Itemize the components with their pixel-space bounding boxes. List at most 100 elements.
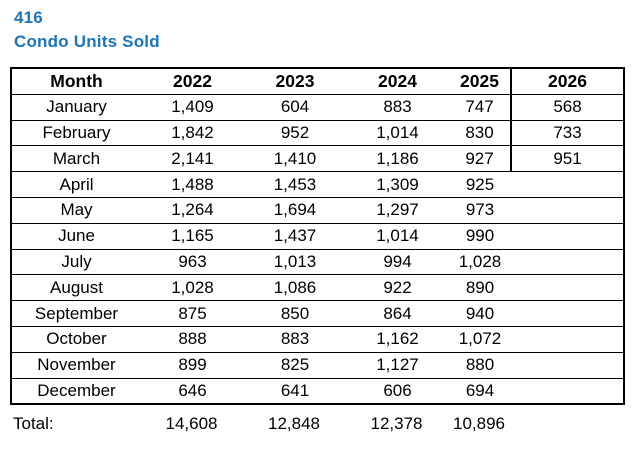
month-cell: December: [11, 378, 141, 405]
table-row-january: January 1,409 604 883 747 568: [11, 94, 624, 121]
table-row-november: November 899 825 1,127 880: [11, 352, 624, 379]
value-cell: 733: [510, 120, 624, 147]
value-cell: 927: [449, 145, 511, 173]
table-header-row: Month 2022 2023 2024 2025 2026: [11, 68, 624, 95]
value-cell: [511, 171, 624, 198]
month-cell: October: [11, 326, 141, 353]
value-cell: 883: [346, 94, 449, 121]
value-cell: 1,842: [141, 120, 244, 147]
value-cell: 1,013: [244, 249, 346, 276]
value-cell: [511, 352, 624, 379]
value-cell: [511, 326, 624, 353]
month-cell: August: [11, 274, 141, 302]
condo-units-table: Month 2022 2023 2024 2025 2026 January 1,409 60…: [10, 67, 625, 406]
value-cell: 890: [449, 274, 511, 302]
value-cell: [511, 223, 624, 250]
column-header-2023: 2023: [244, 68, 346, 95]
month-cell: July: [11, 249, 141, 276]
value-cell: 2,141: [141, 145, 244, 173]
month-cell: November: [11, 352, 141, 379]
value-cell: 864: [346, 300, 449, 327]
column-header-2026: 2026: [510, 68, 624, 95]
column-header-month: Month: [11, 68, 141, 95]
value-cell: 1,488: [141, 171, 244, 198]
value-cell: 1,410: [244, 145, 346, 173]
value-cell: 880: [449, 352, 511, 379]
value-cell: 990: [449, 223, 511, 250]
value-cell: 875: [141, 300, 244, 327]
month-cell: March: [11, 145, 141, 173]
value-cell: 830: [449, 120, 511, 147]
value-cell: [511, 249, 624, 276]
value-cell: 1,014: [346, 223, 449, 250]
month-cell: June: [11, 223, 141, 250]
value-cell: 1,072: [449, 326, 511, 353]
column-header-2025: 2025: [449, 68, 511, 95]
month-cell: May: [11, 197, 141, 224]
table-row-september: September 875 850 864 940: [11, 300, 624, 327]
table-row-june: June 1,165 1,437 1,014 990: [11, 223, 624, 250]
total-row: Total: 14,608 12,848 12,378 10,896: [10, 414, 623, 434]
value-cell: 1,453: [244, 171, 346, 198]
page-title: Condo Units Sold: [14, 32, 160, 51]
total-value-2026: [510, 414, 623, 434]
month-cell: February: [11, 120, 141, 147]
value-cell: 922: [346, 274, 449, 302]
total-value-2022: 14,608: [165, 414, 218, 434]
value-cell: 1,165: [141, 223, 244, 250]
value-cell: [511, 300, 624, 327]
value-cell: 1,186: [346, 145, 449, 173]
value-cell: 1,162: [346, 326, 449, 353]
value-cell: 694: [449, 378, 511, 405]
value-cell: 1,264: [141, 197, 244, 224]
value-cell: 925: [449, 171, 511, 198]
value-cell: 1,409: [141, 94, 244, 121]
value-cell: 850: [244, 300, 346, 327]
month-cell: April: [11, 171, 141, 198]
value-cell: 747: [449, 94, 511, 121]
value-cell: 1,297: [346, 197, 449, 224]
table-row-october: October 888 883 1,162 1,072: [11, 326, 624, 353]
column-header-2024: 2024: [346, 68, 449, 95]
table-row-may: May 1,264 1,694 1,297 973: [11, 197, 624, 224]
value-cell: 951: [510, 145, 624, 173]
value-cell: 568: [510, 94, 624, 121]
column-header-2022: 2022: [141, 68, 244, 95]
value-cell: 952: [244, 120, 346, 147]
value-cell: 888: [141, 326, 244, 353]
value-cell: 1,028: [449, 249, 511, 276]
value-cell: 1,028: [141, 274, 244, 302]
table-row-february: February 1,842 952 1,014 830 733: [11, 120, 624, 147]
value-cell: 940: [449, 300, 511, 327]
value-cell: 1,086: [244, 274, 346, 302]
value-cell: 963: [141, 249, 244, 276]
value-cell: 1,694: [244, 197, 346, 224]
table-row-march: March 2,141 1,410 1,186 927 951: [11, 145, 624, 173]
total-label: Total:: [13, 414, 54, 434]
total-value-2023: 12,848: [268, 414, 320, 434]
value-cell: 883: [244, 326, 346, 353]
value-cell: 899: [141, 352, 244, 379]
value-cell: 994: [346, 249, 449, 276]
month-cell: January: [11, 94, 141, 121]
value-cell: 1,014: [346, 120, 449, 147]
value-cell: 646: [141, 378, 244, 405]
table-row-april: April 1,488 1,453 1,309 925: [11, 171, 624, 198]
value-cell: 973: [449, 197, 511, 224]
value-cell: 1,127: [346, 352, 449, 379]
value-cell: [511, 274, 624, 302]
report-number: 416: [14, 8, 43, 27]
value-cell: 606: [346, 378, 449, 405]
table-row-december: December 646 641 606 694: [11, 378, 624, 405]
total-value-2025: 10,896: [453, 414, 505, 434]
value-cell: 641: [244, 378, 346, 405]
table-row-august: August 1,028 1,086 922 890: [11, 274, 624, 302]
total-value-2024: 12,378: [370, 414, 423, 434]
table-row-july: July 963 1,013 994 1,028: [11, 249, 624, 276]
value-cell: [511, 378, 624, 405]
value-cell: 825: [244, 352, 346, 379]
value-cell: [511, 197, 624, 224]
month-cell: September: [11, 300, 141, 327]
value-cell: 1,437: [244, 223, 346, 250]
